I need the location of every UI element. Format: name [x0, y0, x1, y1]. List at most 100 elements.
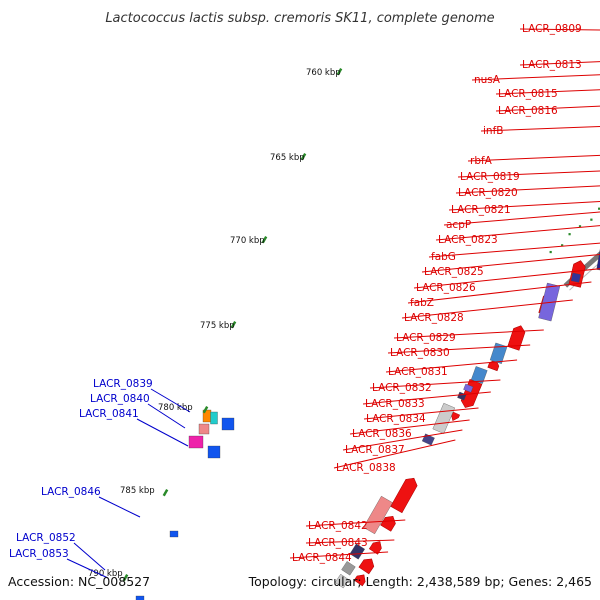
label-leader-line — [136, 418, 189, 447]
kbp-tick-label: 775 kbp — [200, 321, 235, 331]
gene-label-lacr-0833[interactable]: LACR_0833 — [365, 398, 425, 410]
gene-label-lacr-0838[interactable]: LACR_0838 — [336, 462, 396, 474]
gc-content-dot — [598, 207, 600, 210]
label-leader-line — [471, 74, 600, 81]
gene-feature — [358, 558, 375, 575]
gene-label-lacr-0809[interactable]: LACR_0809 — [522, 23, 582, 35]
gene-label-lacr-0821[interactable]: LACR_0821 — [451, 204, 511, 216]
gene-label-lacr-0834[interactable]: LACR_0834 — [366, 413, 426, 425]
gene-label-lacr-0816[interactable]: LACR_0816 — [498, 105, 558, 117]
label-leader-line — [362, 391, 491, 405]
kbp-tick-mark — [336, 68, 343, 76]
topology-text: Topology: circular; Length: 2,438,589 bp… — [248, 574, 592, 589]
label-leader-line — [455, 185, 600, 194]
label-leader-line — [495, 89, 600, 95]
label-leader-line — [467, 154, 600, 162]
label-leader-line — [443, 211, 600, 226]
label-leader-line — [289, 551, 389, 559]
label-leader-line — [393, 329, 544, 339]
gene-label-lacr-0832[interactable]: LACR_0832 — [372, 382, 432, 394]
gene-label-lacr-0840[interactable]: LACR_0840 — [90, 393, 150, 405]
gene-label-lacr-0819[interactable]: LACR_0819 — [460, 171, 520, 183]
gene-label-lacr-0852[interactable]: LACR_0852 — [16, 532, 76, 544]
gene-label-lacr-0837[interactable]: LACR_0837 — [345, 444, 405, 456]
label-leader-line — [150, 388, 191, 413]
label-leader-line — [147, 403, 186, 429]
kbp-tick-label: 785 kbp — [120, 486, 155, 496]
gc-content-dot — [549, 250, 552, 254]
gene-label-lacr-0831[interactable]: LACR_0831 — [388, 366, 448, 378]
gene-feature — [463, 383, 474, 393]
label-leader-line — [73, 542, 106, 571]
gene-label-lacr-0842[interactable]: LACR_0842 — [308, 520, 368, 532]
label-leader-line — [305, 539, 395, 544]
accession-text: Accession: NC_008527 — [8, 574, 150, 589]
label-leader-line — [401, 299, 573, 319]
gene-label-nusa[interactable]: nusA — [474, 74, 501, 86]
kbp-tick-label: 780 kbp — [158, 403, 193, 413]
gene-label-lacr-0815[interactable]: LACR_0815 — [498, 88, 558, 100]
gene-feature — [341, 561, 356, 576]
gene-label-lacr-0846[interactable]: LACR_0846 — [41, 486, 101, 498]
outlying-gene-feature — [221, 417, 235, 431]
gene-label-lacr-0830[interactable]: LACR_0830 — [390, 347, 450, 359]
gc-content-dot — [561, 244, 564, 247]
gene-feature — [368, 541, 382, 555]
gene-label-acpp[interactable]: acpP — [446, 219, 471, 231]
kbp-ruler: 760 kbp 765 kbp 770 kbp 775 kbp 780 kbp 785 k… — [88, 68, 343, 582]
kbp-tick-label: 770 kbp — [230, 236, 265, 246]
gene-label-lacr-0826[interactable]: LACR_0826 — [416, 282, 476, 294]
label-leader-line — [363, 407, 479, 420]
gene-label-lacr-0839[interactable]: LACR_0839 — [93, 378, 153, 390]
gene-label-infb[interactable]: infB — [483, 125, 503, 137]
kbp-tick-mark — [202, 406, 209, 414]
label-leader-line — [457, 170, 600, 178]
outlying-gene-feature — [207, 445, 221, 459]
gene-feature — [390, 477, 418, 514]
outlying-gene-feature — [169, 530, 179, 538]
kbp-tick-label: 790 kbp — [88, 569, 123, 579]
gene-label-lacr-0828[interactable]: LACR_0828 — [404, 312, 464, 324]
gene-feature — [570, 272, 581, 283]
gene-label-fabg[interactable]: fabG — [431, 251, 456, 263]
label-leader-line — [421, 253, 600, 273]
label-leader-line — [66, 558, 109, 579]
label-leader-line — [407, 281, 592, 304]
label-leader-line — [413, 268, 600, 289]
gene-label-lacr-0841[interactable]: LACR_0841 — [79, 408, 139, 420]
gene-label-lacr-0844[interactable]: LACR_0844 — [292, 552, 352, 564]
gene-labels: LACR_0809 LACR_0813 nusA LACR_0815 LACR_0816… — [9, 23, 600, 579]
gene-label-lacr-0825[interactable]: LACR_0825 — [424, 266, 484, 278]
label-leader-line — [98, 496, 141, 518]
outlying-gene-feature — [210, 411, 218, 425]
label-leader-line — [480, 126, 600, 132]
gene-label-lacr-0823[interactable]: LACR_0823 — [438, 234, 498, 246]
label-leader-line — [369, 379, 501, 389]
gene-feature — [334, 573, 350, 589]
outlying-gene-feature — [198, 423, 210, 435]
gene-label-rbfa[interactable]: rbfA — [470, 155, 493, 167]
gene-label-lacr-0813[interactable]: LACR_0813 — [522, 59, 582, 71]
kbp-tick-mark — [122, 574, 129, 582]
label-leader-line — [495, 105, 600, 112]
gene-label-lacr-0836[interactable]: LACR_0836 — [352, 428, 412, 440]
map-title: Lactococcus lactis subsp. cremoris SK11,… — [105, 11, 494, 26]
gene-feature — [363, 495, 393, 535]
outlying-gene-feature — [188, 435, 204, 449]
gene-feature — [432, 402, 456, 434]
gene-label-lacr-0853[interactable]: LACR_0853 — [9, 548, 69, 560]
label-leader-line — [342, 429, 463, 451]
gc-content-dot — [578, 225, 582, 228]
gene-feature — [380, 515, 396, 532]
label-leader-line — [387, 344, 531, 354]
kbp-tick-mark — [300, 153, 307, 161]
outlying-gene-feature — [135, 595, 145, 600]
gene-label-lacr-0820[interactable]: LACR_0820 — [458, 187, 518, 199]
gc-content-dot — [568, 233, 571, 236]
label-leader-line — [333, 439, 456, 469]
kbp-tick-mark — [230, 321, 237, 329]
gene-label-lacr-0829[interactable]: LACR_0829 — [396, 332, 456, 344]
gene-label-fabz[interactable]: fabZ — [410, 297, 434, 309]
gene-label-lacr-0843[interactable]: LACR_0843 — [308, 537, 368, 549]
kbp-tick-mark — [162, 489, 169, 497]
